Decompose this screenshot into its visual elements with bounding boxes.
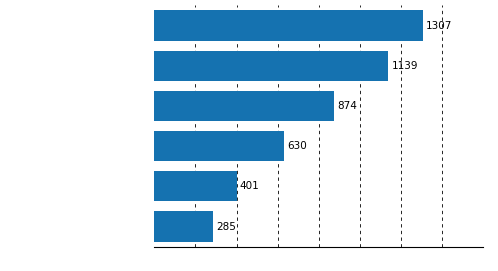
Text: 1139: 1139 <box>391 61 418 71</box>
Text: 401: 401 <box>240 181 259 191</box>
Bar <box>154 11 423 41</box>
Bar <box>154 91 334 121</box>
Bar <box>154 131 284 161</box>
Text: 630: 630 <box>287 141 307 151</box>
Bar <box>154 211 213 241</box>
Text: 285: 285 <box>216 221 236 231</box>
Text: 1307: 1307 <box>426 21 452 31</box>
Bar <box>154 51 388 81</box>
Text: 874: 874 <box>337 101 357 111</box>
Bar <box>154 171 237 201</box>
